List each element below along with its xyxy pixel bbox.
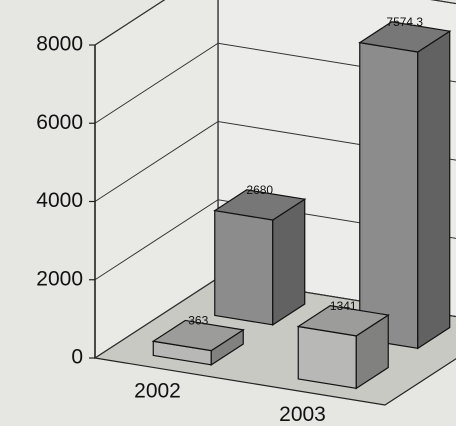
bar-side — [272, 198, 306, 326]
x-tick-label: 2002 — [134, 379, 181, 402]
bar-top — [296, 305, 390, 337]
x-tick-label: 2003 — [279, 403, 326, 426]
value-label: 1341 — [330, 299, 357, 313]
value-label: 363 — [188, 314, 208, 328]
value-label: 7574.3 — [386, 15, 423, 29]
bar-front — [297, 325, 357, 390]
bar-front — [214, 209, 274, 326]
bar-top — [151, 319, 245, 352]
bar-front — [359, 41, 419, 350]
grid-line — [94, 0, 456, 46]
y-tick-label: 8000 — [36, 33, 83, 56]
y-tick-label: 0 — [71, 346, 83, 369]
y-tick-label: 4000 — [36, 189, 83, 212]
bar-top — [358, 21, 452, 53]
bar-top — [213, 189, 307, 221]
bar-side — [417, 30, 451, 350]
y-tick-label: 6000 — [36, 111, 83, 134]
value-label: 2680 — [246, 183, 273, 197]
y-tick-label: 2000 — [36, 267, 83, 290]
